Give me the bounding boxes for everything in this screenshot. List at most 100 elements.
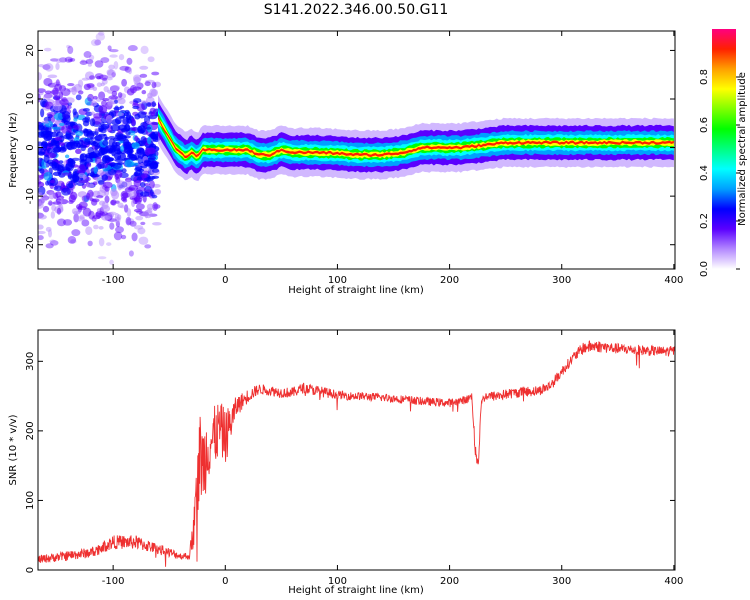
spectrogram-cell bbox=[139, 65, 149, 70]
spectrogram-cell bbox=[85, 58, 94, 65]
spectrogram-cell bbox=[147, 114, 158, 120]
spectrogram-cell bbox=[144, 244, 152, 249]
spectrogram-cell bbox=[107, 45, 112, 51]
spectrogram-cell bbox=[38, 122, 44, 128]
spectrogram-cell bbox=[100, 148, 106, 156]
spectrogram-cell bbox=[90, 100, 98, 107]
spectrogram-cell bbox=[106, 77, 113, 81]
spectrogram-cell bbox=[123, 138, 130, 147]
spectrogram-x-tick-label: -100 bbox=[102, 275, 125, 286]
spectrogram-cell bbox=[140, 221, 146, 226]
spectrogram-cell bbox=[77, 90, 84, 95]
spectrogram-cell bbox=[129, 220, 137, 227]
spectrogram-cell bbox=[93, 95, 98, 100]
snr-y-tick-label: 100 bbox=[25, 491, 36, 510]
spectrogram-cell bbox=[98, 31, 105, 36]
spectrogram-cell bbox=[147, 147, 156, 155]
spectrogram-cell bbox=[133, 98, 142, 103]
spectrogram-cell bbox=[93, 166, 98, 174]
spectrogram-cell bbox=[92, 86, 98, 91]
spectrogram-x-tick-label: 400 bbox=[664, 275, 683, 286]
spectrogram-cell bbox=[100, 57, 110, 64]
spectrogram-cell bbox=[66, 125, 73, 133]
spectrogram-cell bbox=[122, 198, 128, 203]
spectrogram-cell bbox=[38, 202, 44, 209]
spectrogram-cell bbox=[151, 168, 160, 173]
spectrogram-cell bbox=[106, 242, 112, 246]
spectrogram-cell bbox=[119, 152, 127, 160]
spectrogram-cell bbox=[87, 93, 94, 102]
spectrogram-cell bbox=[146, 136, 152, 145]
spectrogram-cell bbox=[136, 103, 146, 112]
spectrogram-cell bbox=[115, 220, 120, 228]
spectrogram-cell bbox=[154, 188, 162, 195]
spectrogram-cell bbox=[146, 203, 154, 210]
spectrogram-cell bbox=[133, 171, 139, 177]
spectrogram-cell bbox=[104, 155, 110, 160]
spectrogram-cell bbox=[113, 60, 119, 70]
spectrogram-cell bbox=[141, 89, 147, 95]
spectrogram-cell bbox=[116, 180, 127, 190]
spectrogram-cell bbox=[94, 156, 102, 165]
spectrogram-cell bbox=[140, 136, 147, 145]
spectrogram-cell bbox=[90, 39, 100, 47]
spectrogram-y-tick-label: 20 bbox=[25, 44, 36, 57]
spectrogram-cell bbox=[133, 225, 144, 230]
spectrogram-cell bbox=[75, 130, 83, 137]
snr-y-tick-label: 0 bbox=[25, 567, 36, 573]
spectrogram-cell bbox=[127, 45, 138, 52]
spectrogram-cell bbox=[82, 107, 90, 112]
spectrogram-cell bbox=[121, 127, 129, 133]
spectrogram-cell bbox=[137, 227, 146, 235]
spectrogram-frame bbox=[37, 30, 676, 270]
spectrogram-cell bbox=[86, 183, 95, 188]
spectrogram-cell bbox=[104, 145, 114, 154]
spectrogram-cell bbox=[38, 93, 41, 103]
spectrogram-cell bbox=[93, 135, 103, 141]
spectrogram-cell bbox=[75, 148, 82, 155]
spectrogram-cell bbox=[50, 179, 55, 184]
snr-y-tick-label: 300 bbox=[25, 352, 36, 371]
spectrogram-cell bbox=[105, 115, 113, 124]
spectrogram-cell bbox=[128, 67, 133, 75]
spectrogram-cell bbox=[42, 142, 48, 152]
spectrogram-cell bbox=[94, 39, 102, 46]
spectrogram-x-tick-label: 100 bbox=[328, 275, 347, 286]
spectrogram-cell bbox=[116, 112, 124, 117]
spectrogram-cell bbox=[91, 198, 100, 203]
spectrogram-cell bbox=[101, 215, 111, 221]
spectrogram-ridge-band bbox=[158, 116, 674, 160]
spectrogram-cell bbox=[90, 173, 101, 178]
spectrogram-cell bbox=[150, 111, 156, 117]
spectrogram-cell bbox=[98, 237, 105, 247]
spectrogram-cell bbox=[107, 99, 113, 107]
spectrogram-cell bbox=[140, 181, 146, 188]
spectrogram-cell bbox=[131, 232, 138, 242]
spectrogram-cell bbox=[55, 140, 60, 147]
spectrogram-cell bbox=[151, 71, 160, 76]
spectrogram-x-tick-label: 200 bbox=[440, 275, 459, 286]
spectrogram-cell bbox=[107, 69, 116, 79]
spectrogram-cell bbox=[98, 74, 109, 80]
spectrogram-cell bbox=[52, 201, 62, 205]
spectrogram-cell bbox=[55, 62, 60, 70]
snr-x-tick-label: 100 bbox=[328, 576, 347, 587]
spectrogram-cell bbox=[67, 235, 77, 244]
spectrogram-cell bbox=[109, 222, 115, 230]
spectrogram-cell bbox=[47, 74, 58, 79]
spectrogram-cell bbox=[146, 120, 152, 125]
spectrogram-cell bbox=[45, 226, 52, 232]
spectrogram-cell bbox=[128, 190, 137, 199]
spectrogram-cell bbox=[136, 186, 147, 192]
spectrogram-cell bbox=[38, 63, 45, 68]
spectrogram-cell bbox=[144, 159, 151, 164]
spectrogram-cell bbox=[83, 51, 92, 59]
spectrogram-cell bbox=[136, 210, 143, 214]
spectrogram-cell bbox=[41, 120, 49, 124]
spectrogram-cell bbox=[42, 205, 50, 213]
spectrogram-cell bbox=[137, 111, 147, 119]
colorbar-tick-label: 0.0 bbox=[699, 261, 710, 277]
spectrogram-cell bbox=[40, 108, 45, 118]
spectrogram-cell bbox=[89, 75, 96, 80]
spectrogram-cell bbox=[38, 180, 42, 185]
